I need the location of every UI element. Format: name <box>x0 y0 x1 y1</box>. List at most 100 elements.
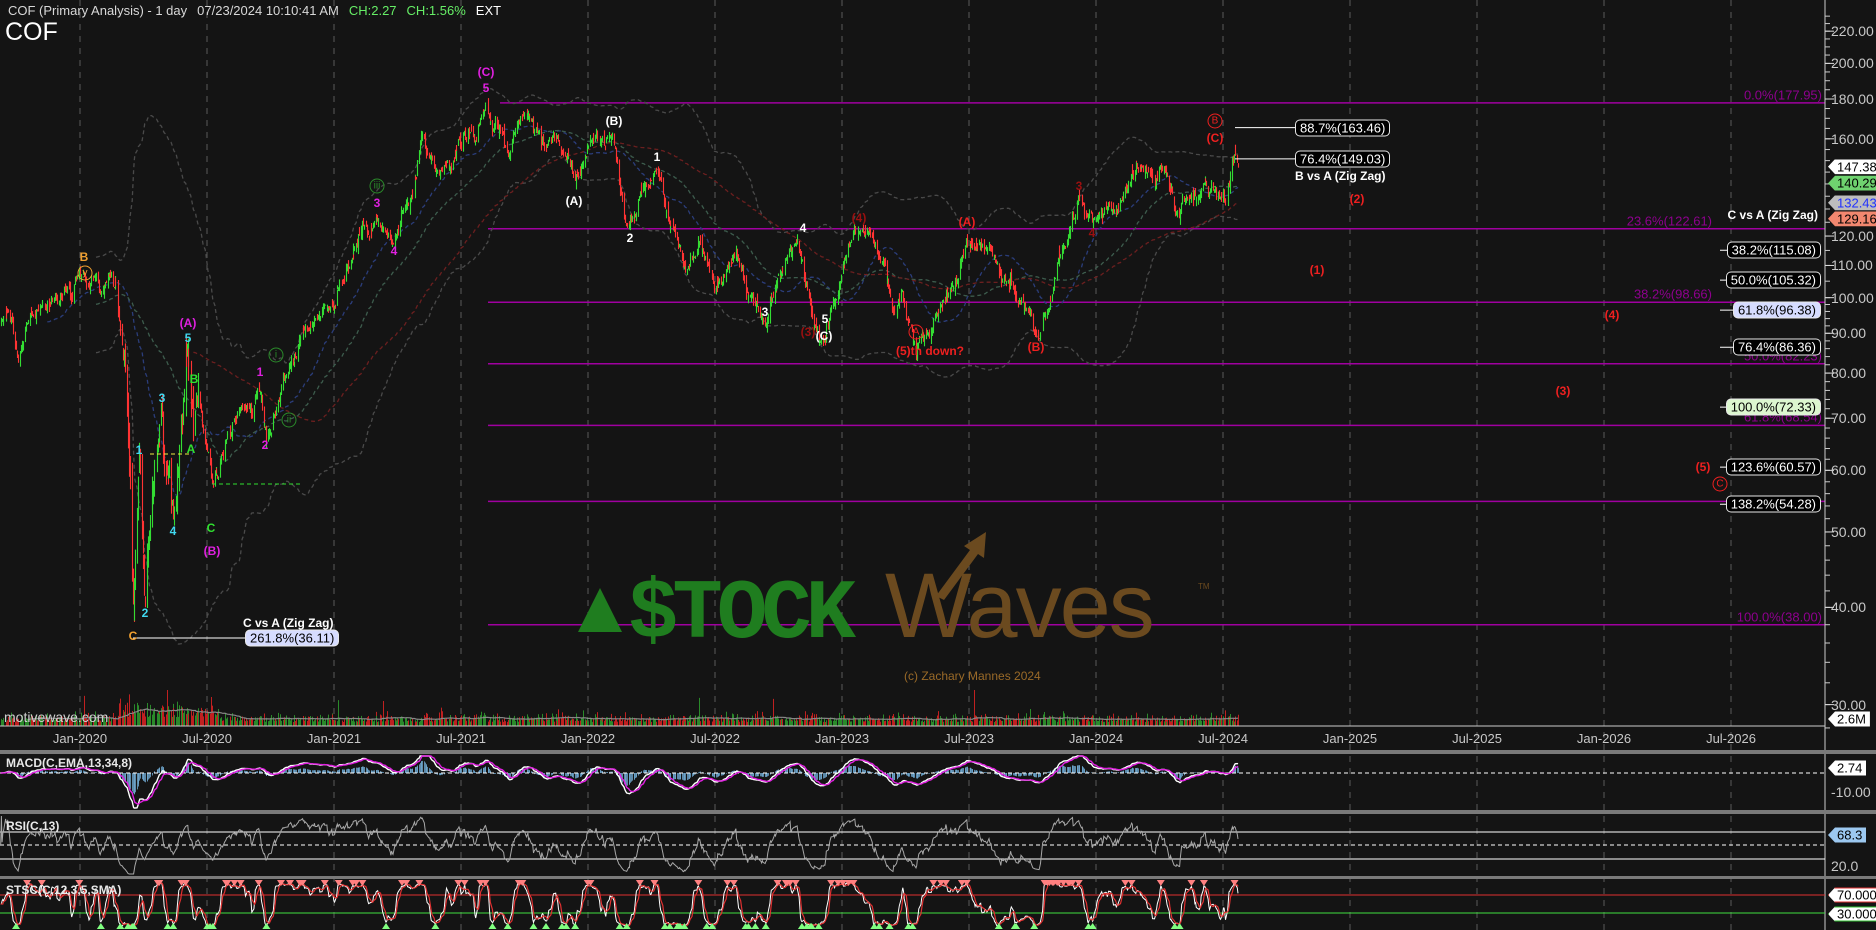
stsc-d-line <box>0 882 1239 927</box>
change-value: CH:2.27 <box>348 3 397 18</box>
oversold-marker <box>541 923 550 929</box>
oversold-marker <box>622 923 631 929</box>
wave-label: A <box>186 442 196 456</box>
overbought-marker <box>694 880 703 886</box>
oversold-marker <box>163 923 172 929</box>
oversold-marker <box>702 923 711 929</box>
oversold-marker <box>96 923 105 929</box>
overbought-marker <box>223 880 232 886</box>
price-bars <box>0 98 1240 622</box>
wave-label: iii <box>369 178 385 194</box>
oversold-marker <box>751 923 760 929</box>
oversold-marker <box>116 923 125 929</box>
x-tick-label: Jul-2026 <box>1706 731 1756 746</box>
rsi-axis-label: 20.0 <box>1831 858 1859 874</box>
oversold-marker <box>129 923 138 929</box>
overbought-marker <box>786 880 795 886</box>
x-tick-label: Jul-2020 <box>182 731 232 746</box>
overbought-marker <box>1156 880 1165 886</box>
y-tick-label: 110.00 <box>1831 257 1873 274</box>
overbought-marker <box>849 880 858 886</box>
overbought-marker <box>929 880 938 886</box>
rsi-title: RSI(C,13) <box>6 819 60 833</box>
motivewave-site: motivewave.com <box>4 709 109 725</box>
stsc-panel <box>0 880 1825 929</box>
oversold-marker <box>814 923 823 929</box>
overbought-marker <box>1074 880 1083 886</box>
panel-divider <box>0 876 1876 879</box>
x-tick-label: Jul-2023 <box>944 731 994 746</box>
oversold-marker <box>12 923 21 929</box>
wave-label: (C) <box>477 65 495 79</box>
grid <box>79 0 1732 930</box>
wave-label: 3 <box>761 305 769 319</box>
oversold-marker <box>680 923 689 929</box>
wave-label: 2 <box>261 438 269 452</box>
wave-label: B <box>1207 113 1223 129</box>
y-tick-label: 220.00 <box>1831 23 1874 40</box>
b-vs-a-level-box: 76.4%(149.03) <box>1295 150 1391 168</box>
overbought-marker <box>1127 880 1136 886</box>
wave-label: 1 <box>135 443 143 457</box>
oversold-marker <box>503 923 512 929</box>
y-tick-label: 30.00 <box>1831 696 1867 713</box>
fib-level-label: 100.0%(38.00) <box>1736 609 1822 625</box>
price-tag: 147.38 <box>1828 159 1876 175</box>
overbought-marker <box>729 880 738 886</box>
oversold-marker <box>807 923 816 929</box>
b-vs-a-title: B vs A (Zig Zag) <box>1295 169 1386 183</box>
watermark-copyright: (c) Zachary Mannes 2024 <box>904 669 1041 683</box>
c-vs-a-2020-level-box: 261.8%(36.11) <box>245 629 340 647</box>
price-tag: 132.43 <box>1828 195 1876 211</box>
macd-line <box>0 755 1239 809</box>
wave-label: 4 <box>390 244 398 258</box>
chart-title: COF (Primary Analysis) - 1 day <box>8 3 188 18</box>
oversold-marker <box>885 923 894 929</box>
overbought-marker <box>481 880 490 886</box>
overbought-marker <box>941 880 950 886</box>
wave-label: (B) <box>1027 340 1045 354</box>
x-tick-label: Jan-2025 <box>1322 731 1378 746</box>
overbought-marker <box>962 880 971 886</box>
arrow-logo-icon <box>936 532 986 600</box>
wave-label: 3 <box>373 196 381 210</box>
wave-label: (B) <box>203 544 221 558</box>
y-tick-label: 90.00 <box>1831 325 1867 342</box>
overbought-marker <box>402 880 411 886</box>
y-tick-label: 70.00 <box>1831 410 1867 427</box>
triangle-logo-icon <box>578 588 622 632</box>
oversold-marker <box>1030 923 1039 929</box>
wave-label: (C) <box>1206 131 1224 145</box>
stsc-title: STSC(C,12,3,5,SMA) <box>6 883 122 897</box>
macd-axis-label: -10.00 <box>1831 784 1871 800</box>
x-tick-label: Jul-2022 <box>690 731 740 746</box>
x-tick-label: Jul-2021 <box>436 731 486 746</box>
rsi-line <box>0 815 1239 875</box>
panel-divider <box>0 810 1876 814</box>
wave-label: (A) <box>179 316 197 330</box>
overbought-marker <box>415 880 424 886</box>
x-tick-label: Jan-2021 <box>306 731 362 746</box>
overbought-marker <box>723 880 732 886</box>
oversold-marker <box>169 923 178 929</box>
sma-mid <box>95 129 1239 462</box>
c-vs-a-level-box: 38.2%(115.08) <box>1726 241 1821 259</box>
datetime: 07/23/2024 10:10:41 AM <box>197 3 339 18</box>
overbought-marker <box>1230 880 1239 886</box>
session-badge: EXT <box>475 3 502 18</box>
oversold-marker <box>744 923 753 929</box>
overbought-marker <box>1199 880 1208 886</box>
macd-value-tag: 2.74 <box>1828 760 1867 776</box>
wave-label: ii <box>281 412 297 428</box>
wave-label: (3) <box>800 325 816 339</box>
wave-label: (A) <box>565 194 583 208</box>
wave-label: (5)th down? <box>896 344 964 358</box>
watermark-waves: Waves <box>885 555 1155 657</box>
overbought-marker <box>773 880 782 886</box>
oversold-marker <box>875 923 884 929</box>
stsc-lower-tag: 30.0000 <box>1828 906 1876 922</box>
y-tick-label: 200.00 <box>1831 55 1874 72</box>
overbought-marker <box>460 880 469 886</box>
sma-slow <box>193 141 1239 422</box>
